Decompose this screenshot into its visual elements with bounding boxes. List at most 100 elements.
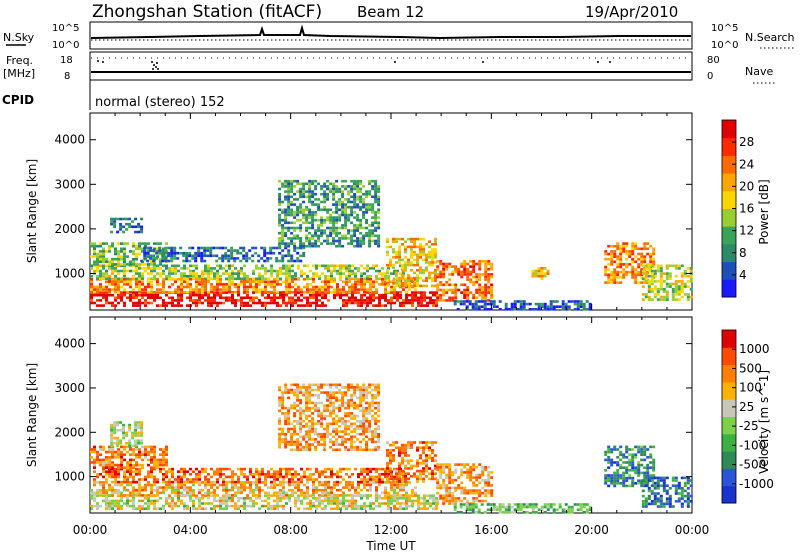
heatmap-cell	[622, 273, 626, 277]
heatmap-cell	[228, 272, 231, 275]
heatmap-cell	[153, 269, 156, 273]
heatmap-cell	[546, 305, 550, 308]
heatmap-cell	[332, 190, 336, 193]
heatmap-cell	[255, 280, 258, 284]
heatmap-cell	[219, 502, 222, 505]
heatmap-cell	[228, 467, 231, 471]
heatmap-cell	[311, 427, 315, 431]
heatmap-cell	[276, 504, 279, 508]
heatmap-cell	[194, 259, 198, 263]
heatmap-cell	[138, 481, 141, 484]
heatmap-cell	[216, 478, 219, 481]
heatmap-cell	[631, 247, 635, 251]
heatmap-cell	[357, 491, 360, 495]
heatmap-cell	[296, 205, 300, 209]
heatmap-cell	[294, 470, 297, 473]
heatmap-cell	[339, 502, 342, 505]
heatmap-cell	[200, 257, 204, 260]
heatmap-cell	[354, 502, 357, 505]
heatmap-cell	[312, 502, 315, 505]
heatmap-cell	[347, 383, 351, 387]
heatmap-cell	[132, 488, 135, 492]
heatmap-cell	[270, 267, 273, 270]
heatmap-cell	[159, 467, 162, 471]
heatmap-cell	[114, 488, 117, 492]
heatmap-cell	[156, 277, 159, 281]
heatmap-cell	[431, 248, 434, 251]
heatmap-cell	[227, 254, 231, 258]
heatmap-cell	[309, 507, 312, 510]
heatmap-cell	[153, 475, 156, 479]
heatmap-cell	[393, 507, 396, 510]
heatmap-cell	[282, 507, 285, 510]
heatmap-cell	[132, 250, 135, 253]
heatmap-cell	[362, 427, 366, 431]
heatmap-cell	[463, 283, 467, 287]
heatmap-cell	[457, 267, 461, 271]
heatmap-cell	[242, 254, 246, 258]
heatmap-cell	[347, 216, 351, 219]
heatmap-cell	[224, 251, 228, 255]
heatmap-cell	[189, 293, 192, 297]
heatmap-cell	[278, 231, 282, 235]
heatmap-cell	[153, 296, 156, 300]
heatmap-cell	[356, 187, 360, 191]
heatmap-cell	[498, 308, 502, 311]
heatmap-cell	[332, 443, 336, 446]
heatmap-cell	[386, 279, 389, 282]
heatmap-cell	[228, 299, 231, 302]
heatmap-cell	[135, 267, 138, 270]
heatmap-cell	[487, 291, 491, 294]
heatmap-cell	[419, 284, 422, 288]
heatmap-cell	[399, 470, 402, 473]
heatmap-cell	[162, 304, 165, 307]
heatmap-cell	[335, 226, 339, 230]
heatmap-cell	[246, 296, 249, 300]
heatmap-cell	[350, 430, 354, 433]
heatmap-cell	[326, 409, 330, 413]
heatmap-cell	[329, 221, 333, 225]
heatmap-cell	[123, 257, 126, 261]
heatmap-cell	[463, 267, 467, 271]
heatmap-cell	[198, 504, 201, 508]
heatmap-cell	[284, 195, 288, 199]
heatmap-cell	[111, 470, 114, 473]
heatmap-cell	[659, 267, 663, 270]
heatmap-cell	[176, 251, 180, 255]
heatmap-cell	[311, 388, 315, 392]
heatmap-cell	[288, 264, 291, 268]
heatmap-cell	[165, 486, 168, 489]
heatmap-cell	[255, 497, 258, 500]
heatmap-cell	[314, 440, 318, 444]
heatmap-cell	[362, 242, 366, 245]
heatmap-cell	[144, 299, 147, 302]
heatmap-cell	[231, 486, 234, 489]
heatmap-cell	[368, 242, 372, 245]
heatmap-cell	[336, 272, 339, 275]
heatmap-cell	[296, 234, 300, 238]
heatmap-cell	[177, 301, 180, 305]
heatmap-cell	[270, 283, 273, 286]
heatmap-cell	[362, 406, 366, 410]
heatmap-cell	[378, 502, 381, 505]
heatmap-cell	[381, 473, 384, 476]
heatmap-cell	[273, 288, 276, 291]
heatmap-cell	[111, 475, 114, 479]
heatmap-cell	[338, 435, 342, 439]
heatmap-cell	[549, 305, 553, 308]
heatmap-cell	[293, 244, 297, 248]
heatmap-cell	[309, 499, 312, 503]
heatmap-cell	[326, 192, 330, 196]
heatmap-cell	[108, 458, 111, 462]
heatmap-cell	[213, 293, 216, 297]
heatmap-cell	[123, 269, 126, 273]
heatmap-cell	[425, 243, 428, 246]
heatmap-cell	[320, 221, 324, 225]
heatmap-cell	[105, 250, 108, 253]
heatmap-cell	[126, 461, 129, 464]
heatmap-cell	[460, 275, 464, 279]
heatmap-cell	[108, 466, 111, 469]
heatmap-cell	[249, 491, 252, 495]
heatmap-cell	[344, 422, 348, 426]
heatmap-cell	[201, 285, 204, 289]
